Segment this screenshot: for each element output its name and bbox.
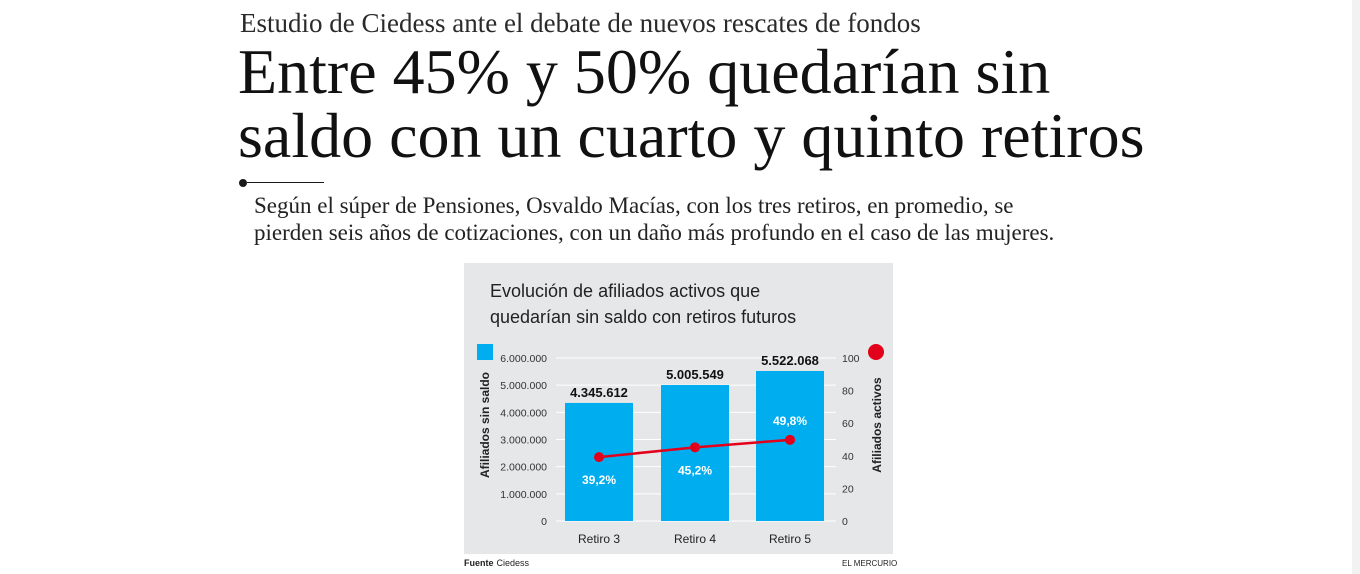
bar <box>756 370 824 521</box>
chart-title-line-2: quedarían sin saldo con retiros futuros <box>490 307 797 327</box>
deck-line-2: pierden seis años de cotizaciones, con u… <box>254 220 1055 245</box>
y-left-tick-label: 1.000.000 <box>500 489 547 501</box>
y-left-tick-label: 0 <box>541 516 547 528</box>
x-category-label: Retiro 3 <box>578 532 620 546</box>
line-point <box>690 442 700 453</box>
article-headline: Entre 45% y 50% quedarían sin saldo con … <box>238 40 1144 168</box>
line-value-label: 49,8% <box>773 414 807 428</box>
headline-line-2: saldo con un cuarto y quinto retiros <box>238 100 1145 171</box>
y-left-tick-label: 6.000.000 <box>500 353 547 365</box>
y-left-tick-label: 4.000.000 <box>500 407 547 419</box>
bullet-divider <box>247 182 324 183</box>
chart-title-line-1: Evolución de afiliados activos que <box>490 281 761 301</box>
line-point <box>594 452 604 463</box>
source-label: Fuente <box>464 558 494 568</box>
y-right-tick-label: 40 <box>842 451 854 463</box>
y-right-tick-label: 0 <box>842 516 848 528</box>
y-left-tick-label: 2.000.000 <box>500 462 547 474</box>
y-right-axis-label: Afiliados activos <box>870 377 884 473</box>
y-right-tick-label: 80 <box>842 386 854 398</box>
line-value-label: 45,2% <box>678 463 712 477</box>
legend-line-dot <box>868 344 884 360</box>
bar <box>661 385 729 521</box>
legend-bar-swatch <box>477 344 493 360</box>
line-value-label: 39,2% <box>582 473 616 487</box>
y-left-axis-label: Afiliados sin saldo <box>478 372 492 478</box>
y-left-tick-label: 3.000.000 <box>500 435 547 447</box>
source-value: Ciedess <box>496 558 530 568</box>
deck-line-1: Según el súper de Pensiones, Osvaldo Mac… <box>254 193 1014 218</box>
y-left-tick-label: 5.000.000 <box>500 380 547 392</box>
y-right-tick-label: 20 <box>842 483 854 495</box>
article-deck: Según el súper de Pensiones, Osvaldo Mac… <box>254 192 1054 246</box>
x-category-label: Retiro 4 <box>674 532 716 546</box>
headline-line-1: Entre 45% y 50% quedarían sin <box>238 36 1051 107</box>
bar-value-label: 4.345.612 <box>570 385 628 400</box>
bullet-dot <box>239 179 247 187</box>
chart-source: Fuente Ciedess <box>464 558 529 568</box>
publication-name: EL MERCURIO <box>842 559 898 568</box>
y-right-tick-label: 60 <box>842 418 854 430</box>
chart-title: Evolución de afiliados activos que queda… <box>490 278 796 330</box>
bar-value-label: 5.522.068 <box>761 353 819 368</box>
x-category-label: Retiro 5 <box>769 532 811 546</box>
page-edge <box>1352 0 1360 574</box>
line-point <box>785 434 795 445</box>
article-kicker: Estudio de Ciedess ante el debate de nue… <box>240 8 921 38</box>
y-right-tick-label: 100 <box>842 353 860 365</box>
bar-value-label: 5.005.549 <box>666 367 724 382</box>
